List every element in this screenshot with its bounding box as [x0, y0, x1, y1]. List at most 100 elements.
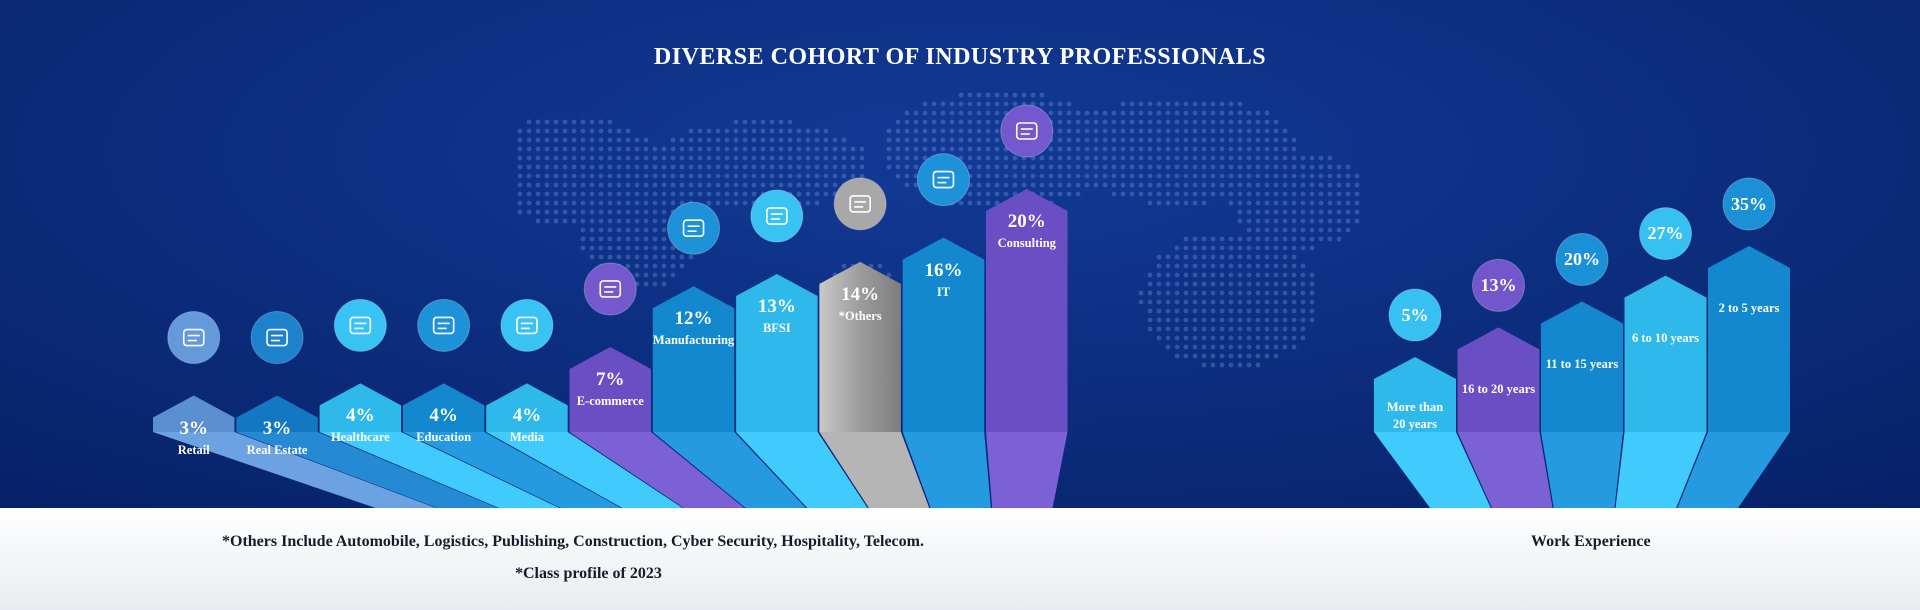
work-experience-caption: Work Experience	[1531, 533, 1651, 550]
industry-bar-bfsi	[736, 274, 818, 432]
experience-bar-0	[1374, 357, 1456, 432]
experience-pct-label: 5%	[1401, 304, 1429, 325]
handshake-icon	[333, 298, 387, 352]
floor-strip	[402, 432, 621, 508]
industry-bar-retail	[153, 395, 235, 432]
experience-category-label: More than	[1386, 400, 1444, 414]
floor-strip	[486, 432, 683, 508]
industry-pct-label: 4%	[346, 405, 375, 427]
shop-icon	[167, 311, 221, 365]
experience-circle	[1388, 288, 1442, 342]
industry-category-label: E-commerce	[576, 393, 644, 408]
industry-bar-realestate	[236, 395, 318, 432]
industry-pct-label: 20%	[1007, 211, 1046, 232]
floor-strip	[153, 432, 436, 508]
industry-bar-others	[819, 261, 901, 432]
experience-bar-1	[1457, 327, 1540, 432]
experience-circle	[1472, 258, 1525, 312]
experience-category-label: 11 to 15 years	[1545, 356, 1619, 371]
industry-category-label: Healthcare	[330, 430, 390, 445]
experience-category-label: 16 to 20 years	[1461, 382, 1536, 397]
experience-pct-label: 20%	[1564, 249, 1600, 269]
handshake-icon-glyph	[349, 316, 372, 335]
experience-bar-2	[1541, 301, 1623, 432]
factory-icon	[667, 201, 721, 255]
experience-category-label: 20 years	[1392, 417, 1438, 431]
excavator-icon-glyph	[849, 195, 871, 213]
gear-hand-icon-glyph	[1015, 122, 1038, 140]
factory-icon-glyph	[682, 219, 705, 237]
excavator-icon	[833, 177, 887, 231]
floor-strip	[319, 432, 560, 508]
footer-band	[0, 508, 1920, 610]
floor-strip	[902, 432, 991, 508]
industry-category-label: *Others	[838, 308, 882, 323]
industry-pct-label: 13%	[757, 296, 796, 318]
floor-strip	[569, 432, 745, 508]
floor-strip	[986, 432, 1068, 508]
experience-pct-label: 27%	[1647, 223, 1684, 244]
industry-category-label: BFSI	[762, 321, 791, 336]
gear-hand-icon	[1000, 104, 1054, 158]
industry-category-label: Media	[509, 430, 544, 445]
globe-icon	[583, 262, 637, 316]
gear-network-icon-glyph	[932, 170, 955, 189]
floor-strip	[1615, 432, 1707, 508]
globe-icon-glyph	[599, 280, 622, 298]
floor-strip	[652, 432, 806, 508]
floor-strip	[1374, 432, 1491, 508]
gear-network-icon	[916, 153, 970, 207]
building-icon	[250, 311, 304, 365]
industry-bars	[153, 189, 1068, 432]
industry-bar-ecommerce	[569, 346, 651, 432]
industry-category-label: Consulting	[997, 236, 1056, 250]
industry-category-label: Education	[416, 430, 472, 445]
class-profile-footnote: *Class profile of 2023	[515, 565, 662, 582]
page-title: DIVERSE COHORT OF INDUSTRY PROFESSIONALS	[653, 44, 1267, 70]
industry-bar-healthcare	[319, 383, 402, 432]
floor-strip	[1457, 432, 1553, 508]
stethoscope-icon	[500, 298, 554, 352]
floor-strip	[736, 432, 868, 508]
industry-bar-it	[902, 237, 985, 432]
industry-category-label: Real Estate	[246, 442, 308, 457]
experience-circle	[1722, 177, 1776, 231]
experience-category-label: 6 to 10 years	[1632, 330, 1699, 345]
graduation-cap-icon-glyph	[432, 316, 455, 335]
experience-pct-label: 13%	[1480, 274, 1517, 295]
industry-pct-label: 14%	[841, 283, 880, 305]
industry-pct-label: 16%	[924, 259, 963, 281]
others-footnote: *Others Include Automobile, Logistics, P…	[222, 533, 924, 550]
industry-bar-manufacturing	[652, 286, 735, 432]
floor-strip	[1541, 432, 1623, 508]
stethoscope-icon-glyph	[516, 316, 538, 335]
industry-pct-label: 4%	[512, 405, 542, 427]
industry-category-label: IT	[936, 284, 951, 299]
world-map-dots	[517, 92, 1360, 368]
industry-category-label: Retail	[177, 442, 210, 457]
experience-bar-4	[1708, 246, 1790, 432]
document-icon-glyph	[766, 207, 788, 225]
shop-icon-glyph	[182, 328, 205, 347]
industry-icons	[167, 104, 1054, 365]
industry-bar-media	[486, 383, 568, 432]
experience-circle	[1639, 207, 1692, 261]
floor-perspective	[153, 432, 1790, 508]
industry-pct-label: 12%	[674, 308, 713, 330]
industry-pct-label: 4%	[429, 405, 458, 427]
floor-strip	[236, 432, 498, 508]
industry-pct-label: 7%	[596, 368, 625, 390]
experience-circles	[1388, 177, 1776, 342]
experience-circle	[1555, 233, 1609, 286]
experience-bars	[1374, 246, 1790, 432]
industry-bar-education	[402, 383, 485, 432]
industry-pct-label: 3%	[179, 417, 209, 439]
industry-category-label: Manufacturing	[652, 333, 735, 348]
industry-bar-consulting	[986, 189, 1068, 432]
industry-pct-label: 3%	[262, 417, 292, 439]
floor-strip	[819, 432, 930, 508]
experience-pct-label: 35%	[1731, 193, 1767, 214]
graduation-cap-icon	[417, 298, 471, 352]
